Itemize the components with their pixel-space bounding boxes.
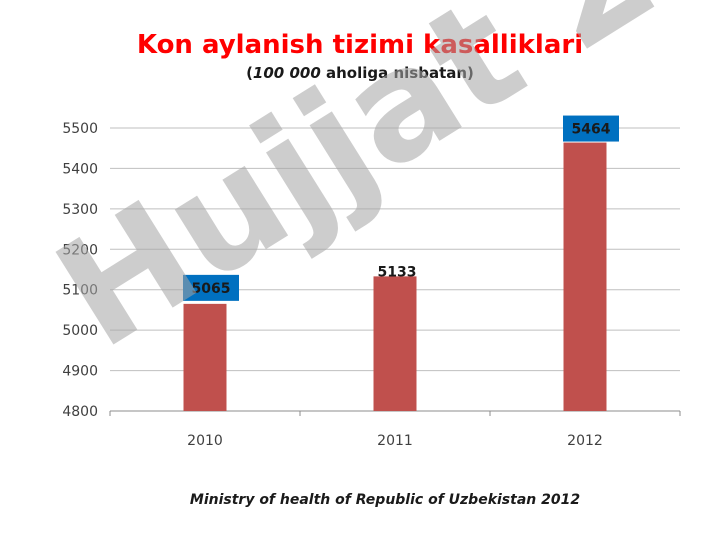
x-tick-label: 2011 <box>377 433 413 449</box>
y-tick-label: 4800 <box>62 404 98 420</box>
subtitle-rest: aholiga nisbatan) <box>320 64 474 82</box>
y-tick-label: 4900 <box>62 364 98 380</box>
x-tick-label: 2010 <box>187 433 223 449</box>
bar-2010 <box>183 303 227 411</box>
subtitle-number: 100 000 <box>252 64 321 82</box>
data-label: 5065 <box>192 281 231 297</box>
data-label: 5464 <box>572 122 611 138</box>
y-tick-label: 5200 <box>62 242 98 258</box>
chart-title: Kon aylanish tizimi kasalliklari <box>136 30 584 60</box>
subtitle-open-paren: ( <box>246 64 253 82</box>
source-note: Ministry of health of Republic of Uzbeki… <box>189 492 581 508</box>
y-tick-label: 5100 <box>62 283 98 299</box>
y-tick-label: 5500 <box>62 121 98 137</box>
chart-subtitle: (100 000 aholiga nisbatan) <box>0 64 720 82</box>
data-label-box <box>563 115 619 142</box>
data-label: 5133 <box>378 264 417 280</box>
y-tick-label: 5400 <box>62 161 98 177</box>
bar-2012 <box>563 142 607 411</box>
y-tick-label: 5300 <box>62 202 98 218</box>
x-tick-label: 2012 <box>567 433 603 449</box>
bar-2011 <box>373 276 417 411</box>
data-label-box <box>183 274 239 301</box>
y-tick-label: 5000 <box>62 323 98 339</box>
